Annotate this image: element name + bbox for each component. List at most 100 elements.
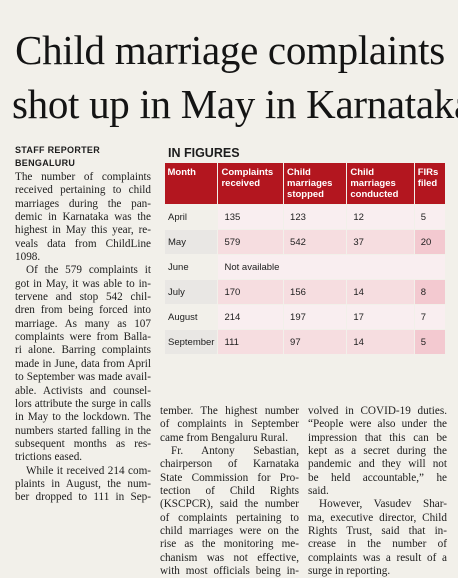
text-line: volved in COVID-19 duties.: [308, 405, 447, 417]
text-line: to September was made avail-: [15, 371, 151, 384]
text-line: tection of Child Rights: [160, 485, 299, 498]
text-line: crease in the number of: [308, 538, 447, 551]
text-line: made in June, data from April: [15, 357, 151, 370]
table-cell: 14: [346, 329, 415, 355]
text-line: child marriages were on the: [160, 525, 299, 538]
text-line: While it received 214 com-: [26, 464, 151, 477]
table-cell: 579: [217, 229, 285, 255]
text-line: ma, executive director, Child: [308, 511, 447, 524]
text-line: surge in reporting.: [308, 565, 391, 578]
text-line: kept as a secret during the: [308, 445, 447, 458]
byline-reporter: STAFF REPORTER: [15, 145, 101, 155]
table-cell: 156: [283, 279, 348, 305]
text-line: demic in Karnataka was the: [15, 211, 151, 224]
figures-table: Month Complaints received Child marriages …: [163, 163, 447, 355]
text-line: highest in May this year, re-: [15, 224, 151, 237]
table-cell: 170: [217, 279, 285, 305]
table-cell: 97: [283, 329, 348, 355]
text-line: ber dropped to 111 in Sep-: [15, 491, 151, 504]
table-cell: 123: [283, 204, 348, 230]
text-line: Of the 579 complaints it: [26, 264, 151, 277]
table-row: May 579 542 37 20: [163, 229, 447, 255]
table-cell: 5: [413, 204, 447, 230]
table-cell: 197: [283, 304, 348, 330]
text-line: marriages during the pan-: [15, 197, 151, 210]
headline: shot up in May in Karnataka: [12, 81, 458, 127]
text-line: complaints were from Balla-: [15, 331, 151, 344]
text-line: in May to the lockdown. The: [15, 411, 151, 424]
text-line: got in May, it was able to in-: [15, 277, 151, 290]
text-line: dren from being forced into: [15, 304, 151, 317]
table-row: June Not available: [163, 254, 446, 280]
text-line: be held accountable,” he: [308, 471, 447, 484]
text-line: of complaints pertaining to: [160, 511, 299, 524]
text-line: veals data from ChildLine: [15, 237, 151, 250]
header-cell: Child marriages stopped: [283, 163, 348, 205]
header-cell: Complaints received: [217, 163, 285, 205]
text-line: chanism was not effective,: [160, 551, 299, 564]
table-cell: July: [163, 279, 219, 305]
table-cell: 214: [217, 304, 285, 330]
text-line: came from Bengaluru Rural.: [160, 431, 288, 444]
table-cell: 8: [413, 279, 447, 305]
text-line: numbers started falling in the: [15, 424, 151, 437]
table-row: August 214 197 17 7: [163, 304, 447, 330]
text-column: tember. The highest number of complaints …: [160, 405, 299, 578]
table-cell: June: [163, 254, 219, 280]
text-line: ri alone. Barring complaints: [15, 344, 151, 357]
text-line: said.: [308, 485, 329, 498]
text-column: volved in COVID-19 duties. “People were a…: [308, 405, 447, 578]
text-line: tember. The highest number: [160, 405, 299, 417]
text-line: plaints in August, the num-: [15, 477, 151, 490]
table-cell: 12: [346, 204, 415, 230]
text-column: The number of complaints received pertain…: [15, 171, 151, 505]
table-row: September 111 97 14 5: [163, 329, 447, 355]
text-line: 1098.: [15, 251, 41, 264]
table-cell: 20: [413, 229, 447, 255]
text-line: subsequent months as res-: [15, 437, 151, 450]
table-cell: August: [163, 304, 219, 330]
text-line: pandemic and they will not: [308, 458, 447, 471]
text-line: lors attribute the surge in calls: [15, 397, 151, 410]
text-line: However, Vasudev Shar-: [319, 498, 447, 511]
table-row: April 135 123 12 5: [163, 204, 447, 230]
table-cell: April: [163, 204, 219, 230]
text-line: Fr. Antony Sebastian,: [171, 445, 299, 458]
table-cell: 135: [217, 204, 285, 230]
table-cell: 5: [413, 329, 447, 355]
page: Child marriage complaints shot up in May…: [12, 27, 458, 578]
headline: Child marriage complaints: [15, 27, 445, 73]
table-row: July 170 156 14 8: [163, 279, 447, 305]
text-line: with most officials being in-: [160, 565, 299, 578]
text-line: chairperson of Karnataka: [160, 458, 299, 471]
table-cell: 111: [217, 329, 285, 355]
text-line: rise as the monitoring me-: [160, 538, 299, 551]
header-row: Month Complaints received Child marriages …: [164, 163, 447, 205]
table-cell: September: [163, 329, 219, 355]
text-line: The number of complaints: [15, 171, 151, 183]
header-cell: FIRs filed: [414, 163, 447, 205]
text-line: trictions eased.: [15, 451, 83, 464]
table-cell: May: [163, 229, 219, 255]
table-cell: 542: [283, 229, 348, 255]
text-line: State Commission for Pro-: [160, 471, 299, 484]
table-cell: Not available: [217, 254, 446, 280]
text-line: marriage. As many as 107: [15, 317, 151, 330]
text-line: Rights Trust, said that in-: [308, 525, 447, 538]
byline-place: BENGALURU: [15, 158, 76, 168]
text-line: “People were also under the: [308, 418, 447, 431]
table-cell: 17: [346, 304, 415, 330]
header-cell: Child marriages conducted: [346, 163, 415, 205]
text-line: complaints was a result of a: [308, 551, 447, 564]
text-line: of complaints in September: [160, 418, 299, 431]
text-line: tervene and stop 542 chil-: [15, 291, 151, 304]
text-line: (KSCPCR), said the number: [160, 498, 299, 511]
text-line: received pertaining to child: [15, 184, 151, 197]
figures-title: IN FIGURES: [168, 146, 240, 160]
table-cell: 14: [346, 279, 415, 305]
table-cell: 37: [346, 229, 415, 255]
table-cell: 7: [413, 304, 447, 330]
text-line: impression that this can be: [308, 431, 447, 444]
text-line: able. Activists and counsel-: [15, 384, 151, 397]
header-cell: Month: [164, 163, 219, 205]
